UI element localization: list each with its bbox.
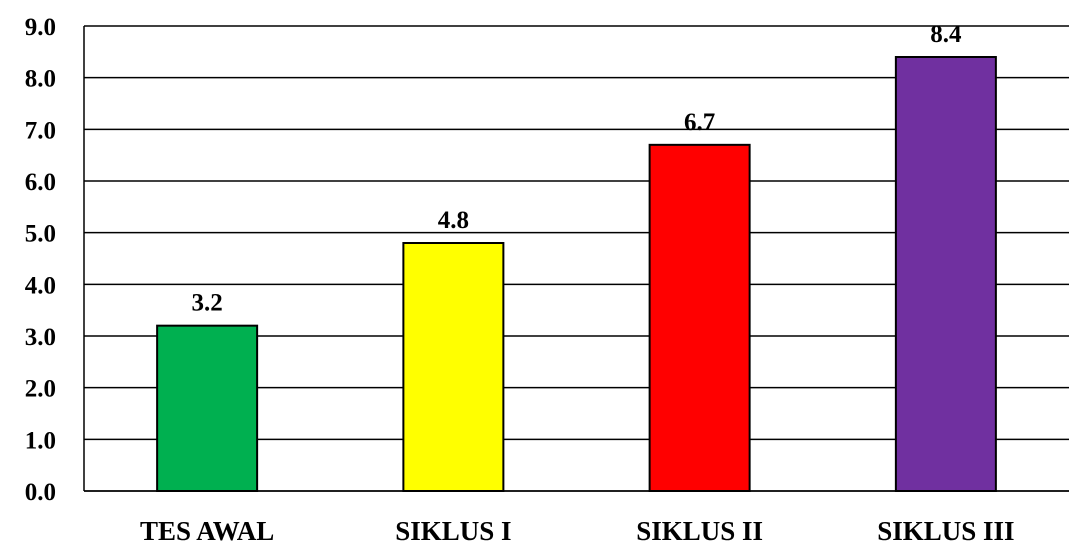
bar-value-label: 4.8 <box>438 207 469 234</box>
bar-value-label: 8.4 <box>930 21 962 48</box>
bar-value-label: 6.7 <box>684 109 715 136</box>
x-category-label: SIKLUS III <box>877 516 1014 546</box>
y-tick-label: 7.0 <box>25 117 56 144</box>
y-tick-label: 4.0 <box>25 272 56 299</box>
bar <box>894 56 997 492</box>
y-tick-label: 6.0 <box>25 169 56 196</box>
x-category-label: TES AWAL <box>140 516 274 546</box>
axes <box>83 26 1069 492</box>
x-category-label: SIKLUS I <box>395 516 511 546</box>
bar <box>648 143 751 492</box>
y-tick-label: 9.0 <box>25 14 56 41</box>
y-axis-tick-labels: 0.0 1.0 2.0 3.0 4.0 5.0 6.0 7.0 8.0 9.0 <box>25 14 56 506</box>
x-axis-category-labels: TES AWAL SIKLUS I SIKLUS II SIKLUS III <box>140 516 1015 546</box>
y-tick-label: 3.0 <box>25 324 56 351</box>
y-tick-label: 2.0 <box>25 376 56 403</box>
y-tick-label: 5.0 <box>25 221 56 248</box>
data-labels: 3.2 4.8 6.7 8.4 <box>192 21 963 317</box>
bar-value-label: 3.2 <box>192 290 223 317</box>
bars <box>156 56 997 492</box>
bar <box>402 242 505 492</box>
y-tick-label: 1.0 <box>25 427 56 454</box>
y-tick-label: 8.0 <box>25 66 56 93</box>
y-tick-label: 0.0 <box>25 479 56 506</box>
bar <box>156 324 259 492</box>
x-category-label: SIKLUS II <box>636 516 763 546</box>
